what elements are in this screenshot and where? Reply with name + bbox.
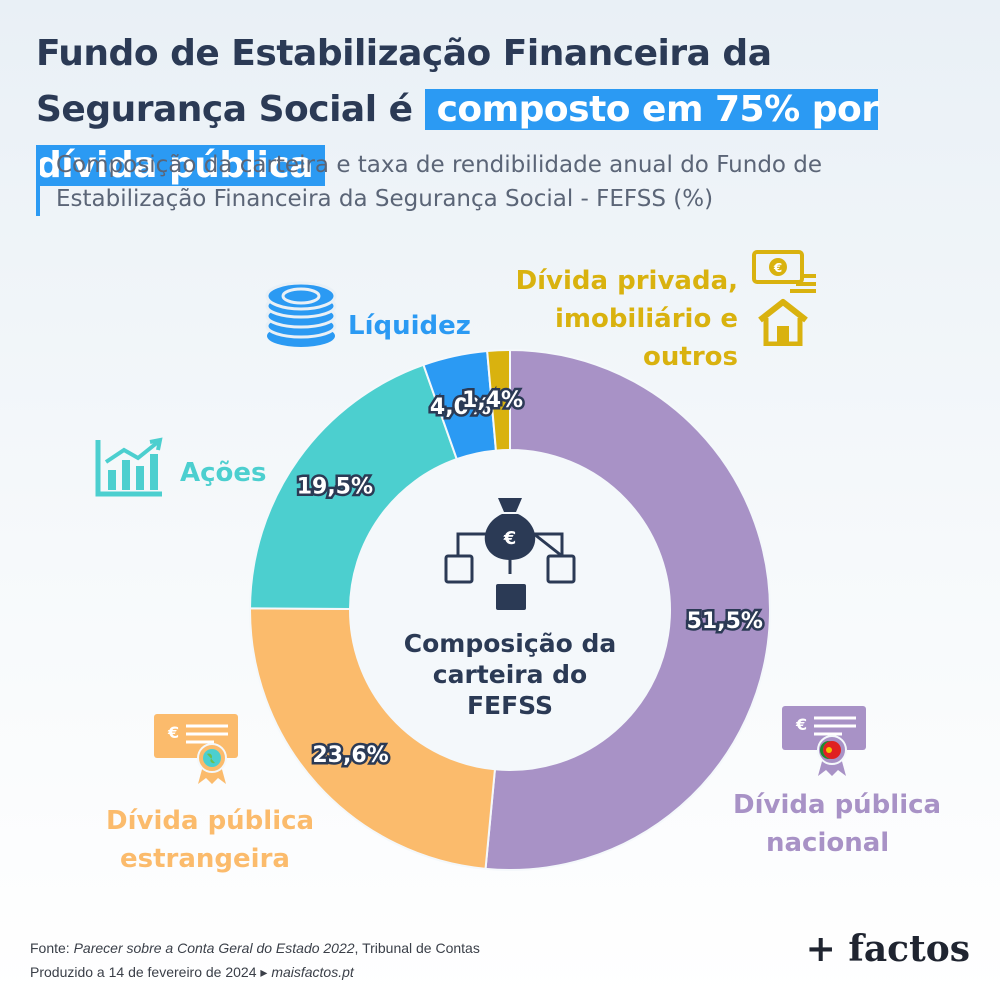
produced-site: maisfactos.pt xyxy=(271,964,354,980)
svg-text:€: € xyxy=(167,723,179,742)
label-nacional-line1: Dívida pública xyxy=(733,790,942,820)
coins-icon xyxy=(265,281,337,347)
label-estrangeira: Dívida pública estrangeira xyxy=(106,802,314,878)
svg-text:€: € xyxy=(503,528,517,549)
label-liquidez: Líquidez xyxy=(348,311,471,341)
produced-prefix: Produzido a 14 de fevereiro de 2024 ▸ xyxy=(30,964,272,980)
title-text: Fundo de Estabilização Financeira da Seg… xyxy=(36,33,772,130)
certificate-portugal-icon: € xyxy=(782,706,866,776)
source-title: Parecer sobre a Conta Geral do Estado 20… xyxy=(73,940,355,956)
bar-chart-icon xyxy=(95,437,163,497)
label-privada-line2: imobiliário e outros xyxy=(554,304,738,372)
donut-value-label: 19,5% xyxy=(297,474,373,499)
footer-source: Fonte: Parecer sobre a Conta Geral do Es… xyxy=(30,936,480,960)
label-estrangeira-line1: Dívida pública xyxy=(106,806,315,836)
donut-value-label: 23,6% xyxy=(312,743,388,768)
label-nacional: Dívida pública nacional xyxy=(733,786,941,862)
label-estrangeira-line2: estrangeira xyxy=(120,844,290,874)
label-nacional-line2: nacional xyxy=(766,828,890,858)
source-suffix: , Tribunal de Contas xyxy=(354,940,480,956)
donut-value-labels: 51,5% 23,6% 19,5% 4,0%1,4% xyxy=(294,386,765,771)
money-bag-icon: € xyxy=(444,498,576,610)
svg-text:€: € xyxy=(773,261,782,275)
source-prefix: Fonte: xyxy=(30,940,74,956)
footer-produced: Produzido a 14 de fevereiro de 2024 ▸ ma… xyxy=(30,960,480,984)
footer: Fonte: Parecer sobre a Conta Geral do Es… xyxy=(30,936,480,984)
label-privada-line1: Dívida privada, xyxy=(515,266,738,296)
label-acoes: Ações xyxy=(180,458,267,488)
page-title: Fundo de Estabilização Financeira da Seg… xyxy=(36,26,976,194)
donut-value-label: 1,4% xyxy=(462,388,523,413)
svg-text:€: € xyxy=(795,715,807,734)
donut-value-label: 4,0% xyxy=(430,395,491,420)
certificate-globe-icon: € xyxy=(154,714,238,784)
donut-value-label: 51,5% xyxy=(687,609,763,634)
label-privada: Dívida privada, imobiliário e outros xyxy=(490,262,738,376)
banknote-icon: € xyxy=(752,250,816,293)
house-icon xyxy=(758,299,808,346)
subtitle: Composição da carteira e taxa de rendibi… xyxy=(36,148,956,216)
brand-logo: + factos xyxy=(805,928,970,970)
center-label: Composição da carteira do FEFSS xyxy=(403,629,617,720)
